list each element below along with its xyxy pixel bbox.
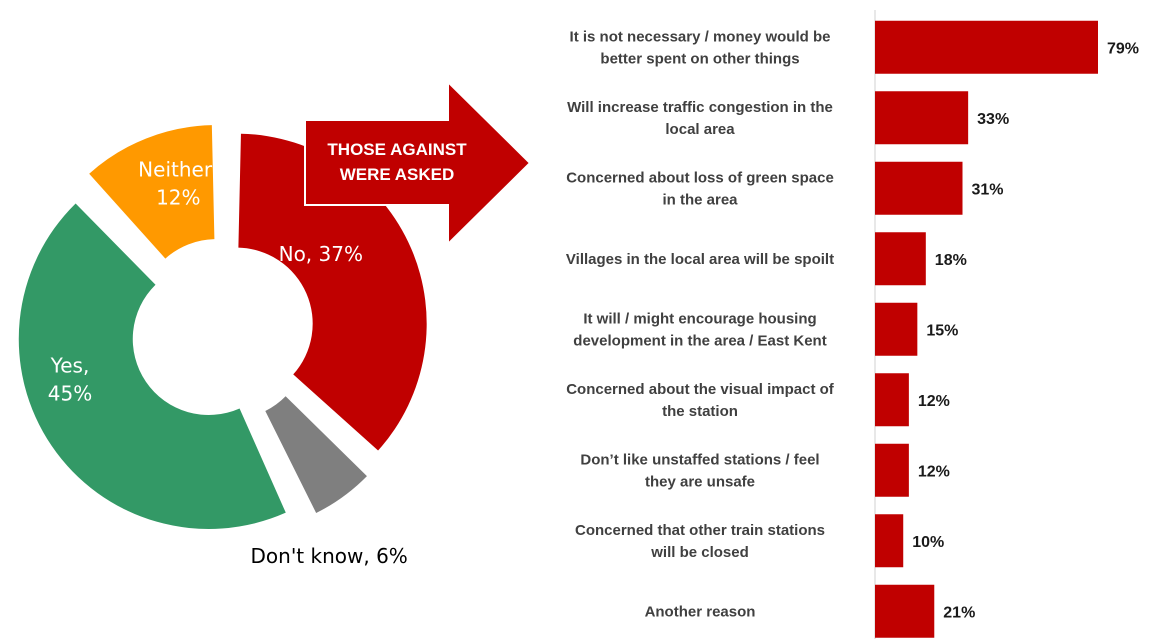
- bar-8: [875, 514, 904, 568]
- bar-value-label-8: 10%: [912, 534, 944, 551]
- callout-line-2: WERE ASKED: [340, 165, 455, 184]
- bar-value-label-6: 12%: [918, 393, 950, 410]
- pie-label-neither: Neither, 12%: [138, 158, 218, 210]
- pie-slice-neither: [89, 125, 215, 259]
- bar-category-label-9: Another reason: [645, 603, 756, 620]
- bar-category-label-6: Concerned about the visual impact of the …: [566, 381, 835, 420]
- bar-9: [875, 584, 935, 638]
- pie-label-don-t-know: Don't know, 6%: [251, 544, 408, 568]
- bar-2: [875, 91, 969, 145]
- bar-category-label-7: Don’t like unstaffed stations / feel they…: [580, 451, 819, 490]
- bar-value-label-5: 15%: [926, 322, 958, 339]
- callout-line-1: THOSE AGAINST: [327, 140, 467, 159]
- callout-arrow: THOSE AGAINST WERE ASKED: [304, 79, 532, 247]
- bar-category-label-8: Concerned that other train stations will …: [575, 522, 825, 561]
- pie-slice-yes: [18, 203, 286, 529]
- bar-category-label-2: Will increase traffic congestion in the l…: [567, 99, 833, 138]
- bar-6: [875, 373, 909, 427]
- callout-arrow-shape: [304, 79, 532, 247]
- bar-category-label-3: Concerned about loss of green space in th…: [566, 169, 834, 208]
- bar-5: [875, 302, 918, 356]
- bar-value-label-2: 33%: [977, 111, 1009, 128]
- bar-value-label-7: 12%: [918, 463, 950, 480]
- bar-4: [875, 232, 926, 286]
- bar-value-label-3: 31%: [972, 181, 1004, 198]
- bar-category-label-5: It will / might encourage housing develop…: [573, 310, 826, 349]
- bar-value-label-9: 21%: [943, 604, 975, 621]
- bar-1: [875, 20, 1098, 74]
- bar-3: [875, 161, 963, 215]
- pie-label-yes: Yes, 45%: [48, 353, 92, 405]
- pie-label-no: No, 37%: [279, 242, 363, 266]
- bar-value-label-1: 79%: [1107, 40, 1139, 57]
- bar-value-label-4: 18%: [935, 252, 967, 269]
- pie-slice-don-t-know: [265, 396, 367, 513]
- bar-7: [875, 443, 909, 497]
- pie-slice-no: [238, 133, 427, 451]
- bar-chart: 79% It is not necessary / money would be b…: [566, 10, 1139, 639]
- bar-category-label-1: It is not necessary / money would be bett…: [570, 28, 831, 67]
- donut-chart: No, 37% Don't know, 6% Yes, 45% Neither, 12%: [18, 125, 427, 568]
- bar-category-label-4: Villages in the local area will be spoil…: [566, 251, 834, 268]
